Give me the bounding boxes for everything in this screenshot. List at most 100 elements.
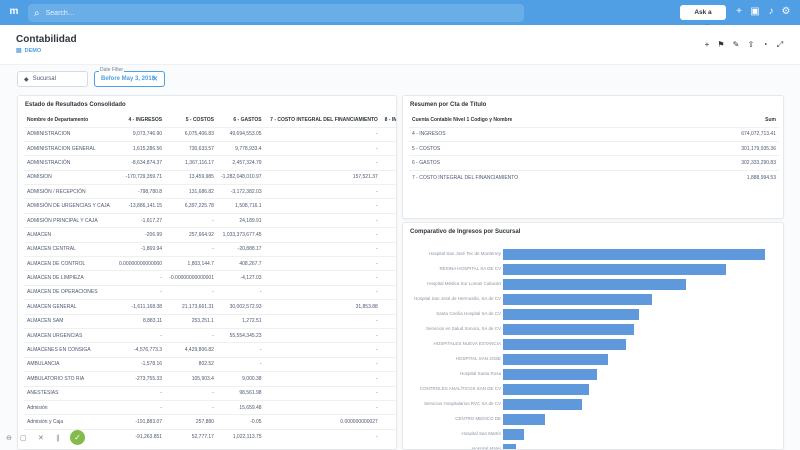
table-cell: - xyxy=(264,270,381,286)
table-row[interactable]: ADMISIÓN PRINCIPAL Y CAJA -1,617.27-24,18… xyxy=(24,212,396,228)
collection-add-icon[interactable]: ⚑ xyxy=(717,40,725,49)
table-cell: - xyxy=(380,371,396,387)
table-row[interactable]: Admisión--15,659.48-- xyxy=(24,399,396,415)
search-input[interactable] xyxy=(45,9,446,17)
table-row[interactable]: ALMACEN DE CONTROL 0.00000000000000 1,803,… xyxy=(24,256,396,271)
table-row[interactable]: ALMACEN DE OPERACIONES----- xyxy=(24,284,396,300)
fullscreen-icon[interactable]: ⤢ xyxy=(776,40,784,49)
table-cell: ALMACEN DE CONTROL xyxy=(24,256,115,271)
bar[interactable] xyxy=(503,429,524,440)
table-cell: 1,022,113.75 xyxy=(216,428,265,444)
card-title: Estado de Resultados Consolidado xyxy=(25,102,126,108)
sucursal-filter[interactable]: ◆ Sucursal xyxy=(17,71,88,87)
table-cell: - xyxy=(165,327,217,343)
table-row[interactable]: ANESTESIAS--98,561.98-- xyxy=(24,385,396,401)
column-header[interactable]: 8 - IMPUES xyxy=(384,116,397,123)
table-row[interactable]: ALMACEN GENERAL -1,611,168.38 21,173,661.3… xyxy=(24,299,396,315)
pause-icon[interactable]: ∥ xyxy=(56,435,60,442)
collapse-icon[interactable]: ⊖ xyxy=(6,435,12,442)
close-icon[interactable]: ✕ xyxy=(152,76,158,83)
bell-icon[interactable]: ♪ xyxy=(768,6,774,17)
table-row[interactable]: ADMINISTRACIÓN -8,634,874.37 1,367,116.17 2… xyxy=(24,155,396,171)
table-row[interactable]: ALMACEN CENTRAL-1,869.94--20,888.17-- xyxy=(24,241,396,257)
table-cell: 49,694,553.05 xyxy=(216,126,265,142)
table-row[interactable]: ALMACEN URGENCIAS--55,554,345.23-- xyxy=(24,327,396,343)
column-header[interactable]: 6 - GASTOS xyxy=(233,116,262,123)
bar-category-label: Hospital San José de Hermosillo, SA de C… xyxy=(413,296,501,301)
table-cell: 1,615,286.56 xyxy=(114,140,166,156)
table-row[interactable]: ADMISION -170,729,359.71 13,459,985 -1,282,… xyxy=(24,169,396,185)
table-row[interactable]: ADMINISTRACION GENERAL 1,615,286.56 730,63… xyxy=(24,140,396,156)
table-row[interactable]: AMBULATORIO STO RIA -273,755.33 105,903.4 9… xyxy=(24,371,396,387)
bar[interactable] xyxy=(503,354,608,365)
table-cell: Admisión y Caja xyxy=(24,414,115,430)
column-header[interactable]: Sum xyxy=(765,116,776,123)
column-header[interactable]: Cuenta Contable Nivel 1 Codigo y Nombre xyxy=(412,116,513,123)
gear-icon[interactable]: ⚙ xyxy=(781,6,791,17)
table-cell: - xyxy=(264,327,381,343)
check-icon[interactable]: ✓ xyxy=(70,430,85,445)
table-row[interactable]: ADMINISTRACION 9,073,746.90 6,075,406.83 49… xyxy=(24,126,396,142)
column-header[interactable]: 5 - COSTOS xyxy=(185,116,214,123)
bar[interactable] xyxy=(503,339,627,350)
table-cell: - xyxy=(380,270,396,286)
bar[interactable] xyxy=(503,384,590,395)
bar-category-label: Servicios en Salud Sonora, SA de CV xyxy=(425,326,501,331)
search-bar[interactable]: ⌕ xyxy=(28,4,524,22)
bar[interactable] xyxy=(503,399,582,410)
bar[interactable] xyxy=(503,279,687,290)
table-row[interactable]: ALMACEN DE LIMPIEZA - -0.00000000000001 -4,… xyxy=(24,270,396,286)
column-header[interactable]: Nombre de Departamento xyxy=(27,116,89,123)
collection-breadcrumb[interactable]: ▤ DEMO xyxy=(16,47,41,55)
table-cell: - xyxy=(380,342,396,358)
bar-category-label: Hospital Santa Rosa xyxy=(459,371,501,376)
table-cell: Admisión xyxy=(24,399,115,415)
resumen-table: Cuenta Contable Nivel 1 Codigo y Nombre S… xyxy=(409,113,779,185)
bar[interactable] xyxy=(503,414,545,425)
table-row[interactable]: ALMACEN -206.99 257,664.92 1,033,373,677.45… xyxy=(24,227,396,243)
table-cell: 55,554,345.23 xyxy=(216,327,265,343)
bar[interactable] xyxy=(503,249,765,260)
table-row[interactable]: ADMISIÓN / RECEPCIÓN -798,780.8 131,686.82… xyxy=(24,184,396,199)
table-row[interactable]: 6 - GASTOS 302,333,290.83 xyxy=(409,155,779,171)
bar[interactable] xyxy=(503,369,598,380)
share-icon[interactable]: ⇧ xyxy=(747,40,755,49)
plus-icon[interactable]: + xyxy=(736,6,742,17)
bar[interactable] xyxy=(503,324,634,335)
bar[interactable] xyxy=(503,264,726,275)
table-cell: ALMACEN GENERAL xyxy=(24,299,115,315)
column-header[interactable]: 4 - INGRESOS xyxy=(128,116,163,123)
table-cell: - xyxy=(380,140,396,156)
ask-question-button[interactable]: Ask a question xyxy=(680,5,726,31)
metabase-logo[interactable]: m xyxy=(9,6,19,17)
bar[interactable] xyxy=(503,444,517,449)
bar-category-label: RESINA HOSPITAL SA DE CV xyxy=(439,266,501,271)
pencil-icon[interactable]: ✎ xyxy=(732,40,740,49)
bar[interactable] xyxy=(503,309,640,320)
table-cell: - xyxy=(264,399,381,415)
plus-icon[interactable]: + xyxy=(704,40,710,49)
table-row[interactable]: 7 - COSTO INTEGRAL DEL FINANCIAMIENTO 1,8… xyxy=(409,169,779,185)
dashboard-icon[interactable]: ▣ xyxy=(750,6,760,17)
bar-category-label: Hospital San Martín xyxy=(461,431,501,436)
column-header[interactable]: 7 - COSTO INTEGRAL DEL FINANCIAMIENTO xyxy=(270,116,378,123)
camera-icon[interactable]: ▢ xyxy=(20,435,27,442)
table-row[interactable]: ALMACENES EN CONSIGA -4,576,773.3 4,429,80… xyxy=(24,342,396,358)
table-row[interactable]: Admisión y Caja -191,883.07 257,880 -0.05 0.… xyxy=(24,414,396,430)
table-row[interactable]: 4 - INGRESOS 674,072,713.41 xyxy=(409,126,779,142)
table-row[interactable]: 5 - COSTOS 301,179,935.36 xyxy=(409,140,779,156)
tag-icon: ◆ xyxy=(24,76,29,83)
table-cell: ADMISIÓN / RECEPCIÓN xyxy=(24,184,115,199)
table-row[interactable]: ADMISIÓN DE URGENCIAS Y CAJA -13,886,141.… xyxy=(24,198,396,214)
table-cell: -273,755.33 xyxy=(114,371,166,387)
history-icon[interactable]: ◔ xyxy=(762,40,768,49)
bar[interactable] xyxy=(503,294,653,305)
table-cell: 257,664.92 xyxy=(165,227,217,243)
table-cell: AMBULANCIA xyxy=(24,356,115,372)
close-icon[interactable]: ✕ xyxy=(38,435,44,442)
table-cell: 0.00000000000000 xyxy=(114,256,166,271)
date-filter[interactable]: Before May 3, 2018 ✕ xyxy=(94,71,165,87)
